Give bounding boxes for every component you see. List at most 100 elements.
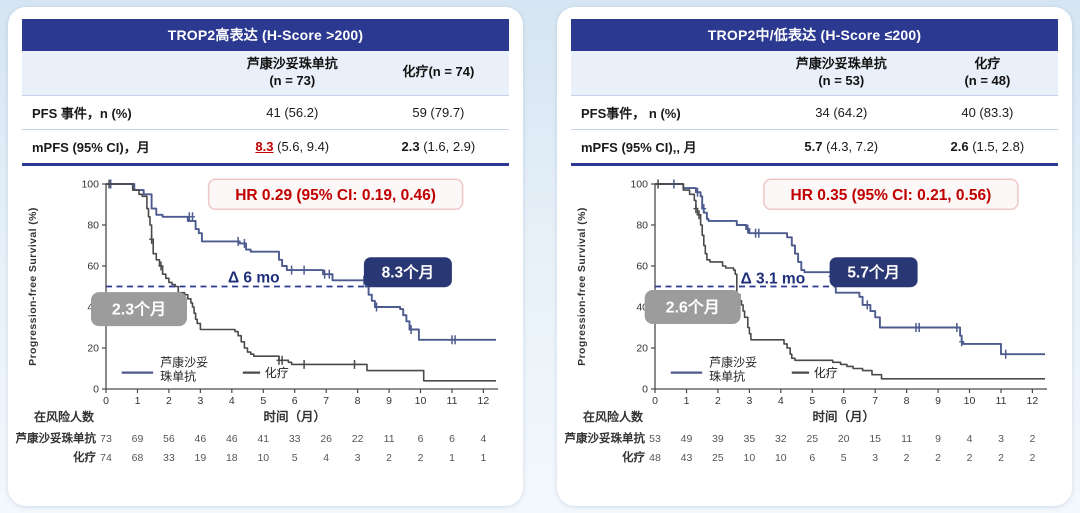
risk-value: 26 (320, 433, 332, 445)
table-row-pfs-events: PFS 事件，n (%) 41 (56.2) 59 (79.7) (22, 94, 509, 130)
col-header-line: 芦康沙妥珠单抗 (795, 56, 887, 71)
risk-value: 2 (935, 452, 941, 464)
risk-value: 9 (935, 433, 941, 445)
legend-label-sac: 芦康沙妥 (160, 354, 208, 369)
table-title-medlow: TROP2中/低表达 (H-Score ≤200) (571, 19, 1058, 51)
risk-value: 5 (292, 452, 298, 464)
km-chart-high: 0204060801000123456789101112Progression-… (16, 174, 509, 470)
median-badge-chemo (644, 289, 741, 324)
mpfs-value-highlight: 8.3 (255, 138, 274, 154)
col-header-sac: 芦康沙妥珠单抗 (n = 53) (765, 51, 917, 96)
x-axis-label: 时间（月） (812, 409, 875, 424)
x-tick-label: 0 (652, 395, 658, 407)
risk-value: 49 (681, 433, 693, 445)
risk-value: 53 (649, 433, 661, 445)
km-curve-chemo (106, 182, 496, 382)
cell-chemo-mpfs: 2.6 (1.5, 2.8) (916, 128, 1058, 166)
mpfs-value: 2.6 (950, 138, 969, 154)
risk-value: 56 (163, 433, 175, 445)
risk-value: 33 (163, 452, 175, 464)
y-tick-label: 100 (81, 178, 99, 190)
x-tick-label: 7 (323, 395, 329, 407)
risk-value: 4 (967, 433, 973, 445)
risk-value: 6 (449, 433, 455, 445)
y-tick-label: 60 (87, 260, 99, 272)
risk-value: 2 (418, 452, 424, 464)
row-label: PFS事件， n (%) (571, 94, 766, 130)
risk-value: 6 (809, 452, 815, 464)
x-axis-label: 时间（月） (263, 409, 326, 424)
risk-value: 2 (1029, 433, 1035, 445)
y-tick-label: 0 (93, 383, 99, 395)
risk-value: 11 (901, 433, 912, 445)
table-subheader-medlow: 芦康沙妥珠单抗 (n = 53) 化疗 (n = 48) (571, 51, 1058, 96)
col-header-chemo: 化疗(n = 74) (367, 51, 509, 96)
risk-table-title: 在风险人数 (34, 409, 95, 424)
risk-value: 25 (806, 433, 818, 445)
risk-value: 25 (712, 452, 724, 464)
risk-value: 1 (449, 452, 455, 464)
mpfs-ci: (1.5, 2.8) (968, 138, 1025, 154)
x-tick-label: 3 (746, 395, 752, 407)
table-subheader-high: 芦康沙妥珠单抗 (n = 73) 化疗(n = 74) (22, 51, 509, 96)
table-row-mpfs: mPFS (95% CI)，月 8.3 (5.6, 9.4) 2.3 (1.6,… (22, 128, 509, 166)
mpfs-ci: (4.3, 7.2) (822, 138, 879, 154)
y-tick-label: 60 (636, 260, 648, 272)
y-tick-label: 80 (636, 219, 648, 231)
x-tick-label: 5 (809, 395, 815, 407)
y-axis-label: Progression-free Survival (%) (576, 207, 588, 366)
col-header-line: (n = 53) (818, 72, 865, 88)
x-tick-label: 1 (135, 395, 141, 407)
x-tick-label: 3 (197, 395, 203, 407)
table-row-pfs-events: PFS事件， n (%) 34 (64.2) 40 (83.3) (571, 94, 1058, 130)
x-tick-label: 7 (872, 395, 878, 407)
legend-label-sac: 芦康沙妥 (709, 354, 757, 369)
stats-table-high: TROP2高表达 (H-Score >200) 芦康沙妥珠单抗 (n = 73)… (22, 19, 509, 166)
median-badge-chemo-label: 2.6个月 (666, 297, 720, 316)
x-tick-label: 10 (415, 395, 427, 407)
delta-label: Δ 6 mo (228, 269, 280, 286)
median-badge-sac-label: 8.3个月 (382, 263, 435, 281)
x-tick-label: 11 (447, 395, 458, 407)
delta-label: Δ 3.1 mo (741, 270, 806, 287)
km-curve-sac (106, 182, 496, 341)
mpfs-value: 5.7 (804, 138, 823, 154)
cell-chemo-mpfs: 2.3 (1.6, 2.9) (367, 128, 509, 166)
legend-label-chemo: 化疗 (265, 366, 289, 380)
risk-value: 74 (100, 452, 112, 464)
risk-value: 41 (257, 433, 269, 445)
risk-value: 69 (132, 433, 144, 445)
col-header-chemo: 化疗 (n = 48) (916, 51, 1058, 96)
row-label: mPFS (95% CI),, 月 (571, 128, 766, 166)
median-badge-chemo-label: 2.3个月 (112, 299, 166, 318)
row-label: mPFS (95% CI)，月 (22, 128, 217, 166)
y-tick-label: 40 (636, 301, 648, 313)
legend-label-sac: 珠单抗 (160, 368, 196, 383)
cell-sac-mpfs: 8.3 (5.6, 9.4) (216, 128, 368, 166)
cell-sac-mpfs: 5.7 (4.3, 7.2) (765, 128, 917, 166)
x-tick-label: 8 (904, 395, 910, 407)
cell-chemo-events: 40 (83.3) (916, 94, 1058, 130)
corner-cell (571, 51, 766, 96)
x-tick-label: 0 (103, 395, 109, 407)
x-tick-label: 12 (478, 395, 490, 407)
risk-value: 35 (744, 433, 756, 445)
x-tick-label: 4 (229, 395, 235, 407)
x-tick-label: 9 (935, 395, 941, 407)
corner-cell (22, 51, 217, 96)
stats-table-medlow: TROP2中/低表达 (H-Score ≤200) 芦康沙妥珠单抗 (n = 5… (571, 19, 1058, 166)
y-axis-label: Progression-free Survival (%) (27, 207, 39, 366)
row-label: PFS 事件，n (%) (22, 94, 217, 130)
risk-value: 46 (195, 433, 207, 445)
y-tick-label: 20 (636, 342, 648, 354)
col-header-line: 化疗 (974, 56, 1001, 71)
risk-value: 5 (841, 452, 847, 464)
risk-value: 10 (744, 452, 756, 464)
median-badge-chemo (91, 291, 187, 326)
x-tick-label: 1 (684, 395, 690, 407)
x-tick-label: 12 (1027, 395, 1039, 407)
risk-value: 6 (418, 433, 424, 445)
cell-chemo-events: 59 (79.7) (367, 94, 509, 130)
x-tick-label: 8 (355, 395, 361, 407)
